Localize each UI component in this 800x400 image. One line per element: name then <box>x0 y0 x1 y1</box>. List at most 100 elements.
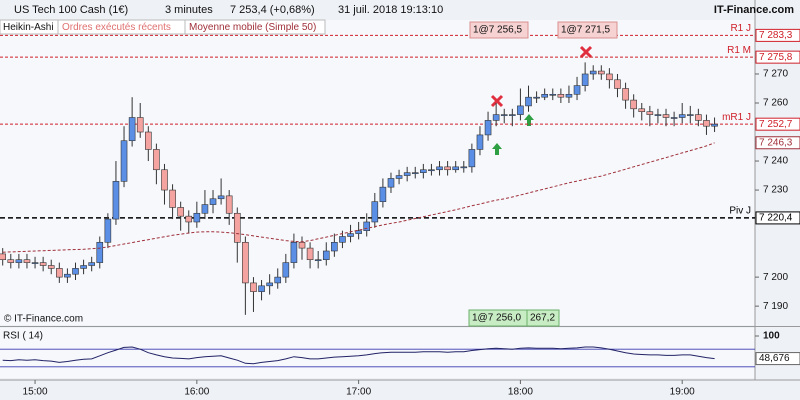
y-tick-label: 7 190 <box>763 301 788 312</box>
sell-marker <box>490 94 504 108</box>
candle-body <box>371 201 379 223</box>
watermark: © IT-Finance.com <box>4 314 83 325</box>
y-tick-label: 7 260 <box>763 98 788 109</box>
candle-body <box>411 172 419 174</box>
moving-average <box>2 142 715 253</box>
candle-body <box>622 88 629 101</box>
brand: IT-Finance.com <box>714 4 794 16</box>
y-tick-label: 7 200 <box>763 272 788 283</box>
candle-body <box>363 221 371 231</box>
candle-body <box>573 85 581 95</box>
candle-body <box>136 117 144 133</box>
candle-body <box>39 262 47 266</box>
candle-body <box>517 105 524 115</box>
candle-body <box>484 120 492 136</box>
candle-body <box>379 186 387 202</box>
trade-label: 1@7 271,5 <box>561 25 611 36</box>
candle-body <box>290 241 298 263</box>
level-label: 7 220,4 <box>759 213 793 224</box>
candle-body <box>436 166 443 171</box>
candle-body <box>96 241 104 263</box>
trade-box <box>526 309 560 327</box>
trade-label: 267,2 <box>530 313 555 324</box>
rsi-line <box>2 346 715 365</box>
candle-body <box>339 236 346 243</box>
date: 31 juil. 2018 19:13:10 <box>338 4 443 16</box>
candle-body <box>169 189 176 208</box>
trade-box <box>557 21 618 39</box>
y-tick-label: 7 230 <box>763 185 788 196</box>
trade-markers <box>490 45 593 155</box>
candle-body <box>72 268 79 275</box>
candle-body <box>242 241 249 284</box>
candle-body <box>703 120 710 127</box>
level-label: 7 252,7 <box>759 119 793 130</box>
y-tick-label: 7 270 <box>763 69 788 80</box>
rsi-tick-label: 100 <box>763 331 780 342</box>
x-tick-label: 16:00 <box>184 387 209 398</box>
indicator-label: Ordres exécutés récents <box>62 22 171 33</box>
candle-body <box>250 282 257 292</box>
candle-body <box>306 247 314 261</box>
indicator-box <box>184 19 326 35</box>
buy-marker <box>524 114 534 126</box>
candle-body <box>120 140 128 182</box>
level-label: 7 283,3 <box>759 30 793 41</box>
ma-label-box <box>755 136 800 150</box>
level-name: mR1 J <box>722 112 751 123</box>
candle-body <box>686 114 694 116</box>
candle-body <box>525 96 532 107</box>
rsi-label-box <box>755 352 800 366</box>
candle-body <box>646 111 654 115</box>
sell-marker <box>579 45 593 59</box>
price-panel <box>0 20 755 325</box>
candle-body <box>468 149 476 168</box>
candle-body <box>476 134 484 150</box>
candle-body <box>282 262 290 278</box>
candle-body <box>193 212 201 223</box>
x-tick-label: 19:00 <box>670 387 695 398</box>
candle-body <box>355 230 362 234</box>
level-name: Piv J <box>729 206 751 217</box>
x-tick-label: 18:00 <box>508 387 533 398</box>
candle-body <box>23 259 31 263</box>
candle-body <box>678 114 686 118</box>
candle-body <box>500 114 508 116</box>
candle-body <box>670 117 678 119</box>
candle-body <box>452 166 459 171</box>
trade-label: 1@7 256,0 <box>472 313 522 324</box>
candle-body <box>153 149 160 171</box>
indicator-label: Heikin-Ashi <box>3 22 54 33</box>
candle-body <box>322 250 330 261</box>
trade-box <box>469 21 529 39</box>
candle-body <box>606 73 613 81</box>
candle-body <box>274 276 282 284</box>
candle-body <box>15 259 23 263</box>
candle-body <box>614 79 621 89</box>
candle-body <box>395 175 403 179</box>
interval: 3 minutes <box>165 4 213 16</box>
candle-body <box>662 114 670 118</box>
candle-body <box>217 195 225 200</box>
level-label-box <box>755 50 800 64</box>
candle-body <box>80 265 87 269</box>
candle-body <box>557 93 565 98</box>
candle-body <box>331 241 338 252</box>
level-name: R1 M <box>727 45 751 56</box>
candle-body <box>403 172 411 176</box>
candle-body <box>112 181 120 220</box>
candle-body <box>695 114 702 121</box>
candle-body <box>541 93 548 98</box>
level-label-box <box>755 211 800 225</box>
level-name: R1 J <box>730 23 751 34</box>
candle-body <box>0 253 6 261</box>
ma-label: 7 246,3 <box>759 137 793 148</box>
candle-body <box>31 262 39 264</box>
candle-body <box>589 70 597 75</box>
candle-body <box>565 93 573 98</box>
candle-body <box>161 169 168 191</box>
candle-body <box>460 166 468 169</box>
candle-body <box>314 259 322 262</box>
candle-body <box>201 204 209 214</box>
